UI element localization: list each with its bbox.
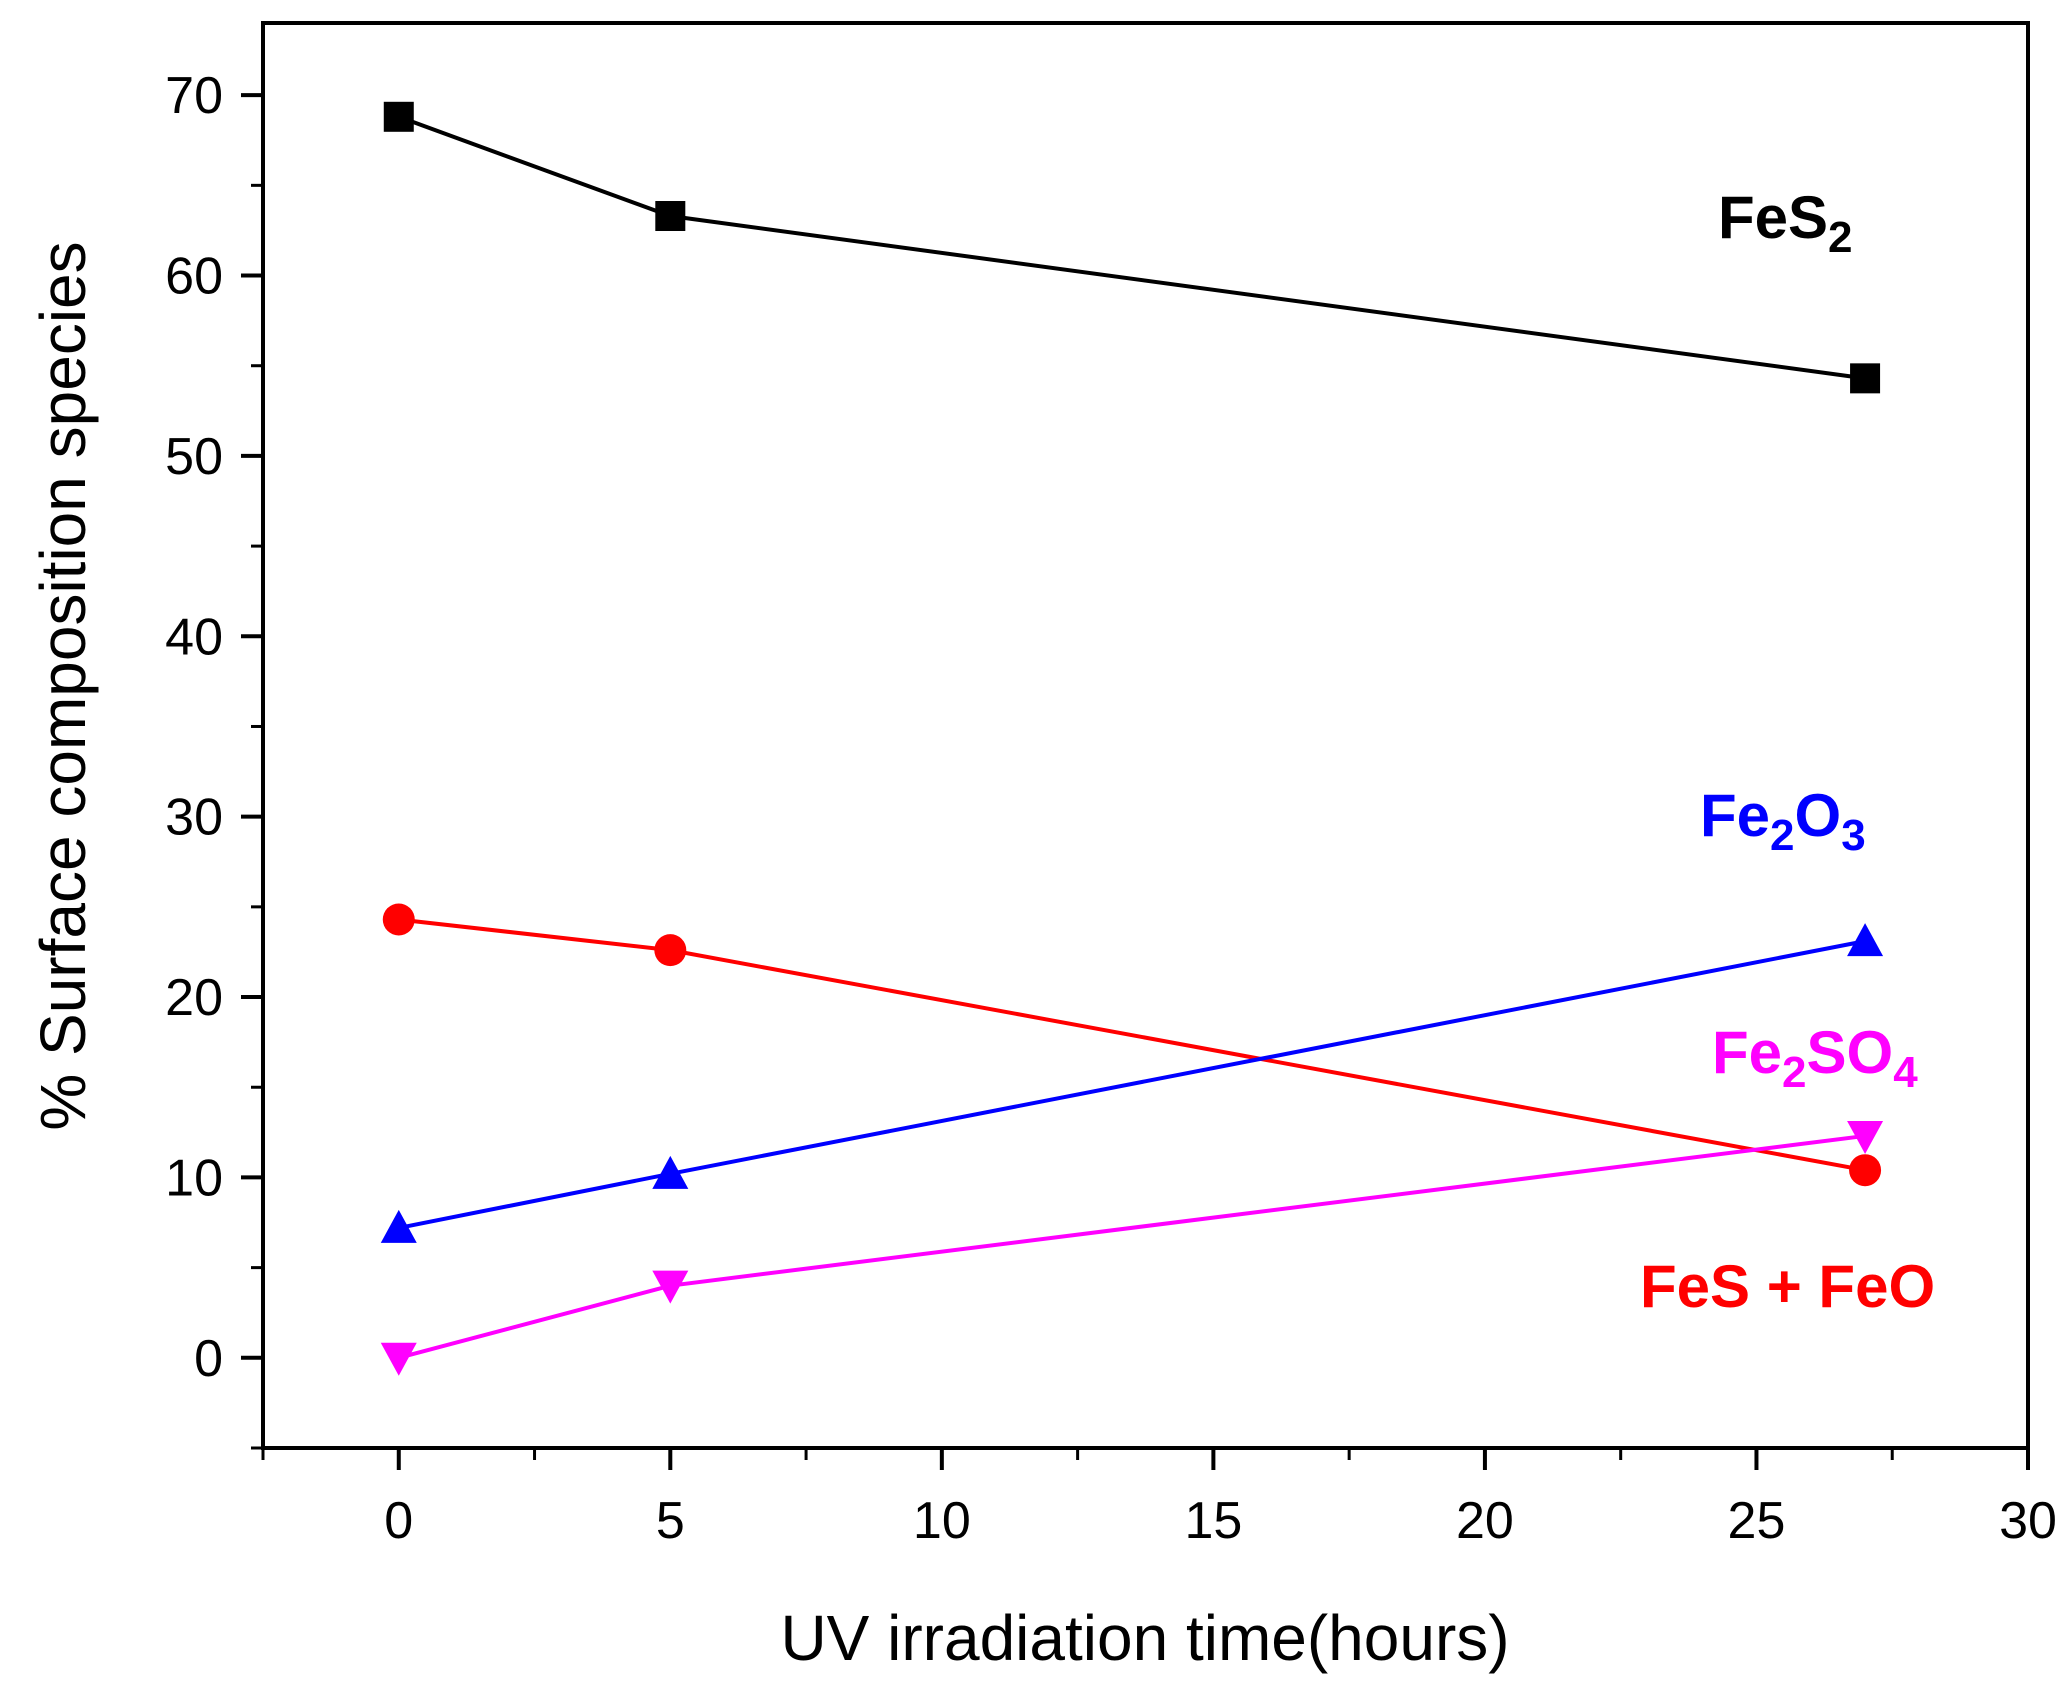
data-point [652, 1270, 689, 1304]
y-tick-label: 40 [165, 608, 223, 666]
series-label-fe2o3: Fe2O3 [1700, 782, 1866, 860]
series-label-part: 2 [1782, 1048, 1806, 1097]
series-line [398, 917, 1866, 1173]
x-tick-label: 5 [656, 1492, 685, 1550]
x-axis-title: UV irradiation time(hours) [780, 1602, 1509, 1674]
x-tick-label: 30 [1999, 1492, 2057, 1550]
series-label-part: 3 [1841, 811, 1865, 860]
series-label-part: Fe [1712, 1019, 1782, 1086]
data-point [1847, 1120, 1884, 1154]
data-point [654, 934, 687, 967]
series-label-part: O [1795, 782, 1842, 849]
data-point [652, 1155, 689, 1189]
series-label-fes-feo: FeS + FeO [1640, 1253, 1935, 1320]
series-label-fes2: FeS2 [1718, 184, 1853, 262]
y-axis-title: % Surface composition species [27, 241, 99, 1130]
y-axis-ticks: 0 10 20 30 40 50 60 70 [165, 67, 263, 1450]
data-point [380, 1342, 417, 1376]
series-label-fe2so4: Fe2SO4 [1712, 1019, 1918, 1097]
series-label-part: FeS [1718, 184, 1828, 251]
series-markers [380, 101, 1884, 1376]
series-line [398, 939, 1866, 1230]
data-point [1850, 363, 1881, 394]
y-tick-label: 50 [165, 428, 223, 486]
data-point [380, 1209, 417, 1243]
series-line [398, 1133, 1866, 1360]
x-axis-ticks: 0 5 10 15 20 25 30 [261, 1448, 2057, 1550]
series-label-part: FeS + FeO [1640, 1253, 1935, 1320]
data-point [1849, 1154, 1882, 1187]
series-label-part: SO [1807, 1019, 1894, 1086]
y-tick-label: 10 [165, 1149, 223, 1207]
series-label-part: 2 [1828, 213, 1852, 262]
series-lines [398, 114, 1866, 1360]
series-line [398, 114, 1866, 381]
series-label-part: 2 [1770, 811, 1794, 860]
y-tick-label: 60 [165, 248, 223, 306]
plot-frame [261, 21, 2030, 1450]
series-label-part: Fe [1700, 782, 1770, 849]
x-tick-label: 15 [1184, 1492, 1242, 1550]
x-tick-label: 10 [913, 1492, 971, 1550]
series-label-part: 4 [1893, 1048, 1918, 1097]
x-tick-label: 20 [1456, 1492, 1514, 1550]
data-point [382, 903, 415, 936]
data-point [1847, 923, 1884, 957]
data-point [655, 201, 686, 232]
y-tick-label: 20 [165, 969, 223, 1027]
y-tick-label: 30 [165, 789, 223, 847]
y-tick-label: 70 [165, 67, 223, 125]
y-tick-label: 0 [194, 1330, 223, 1388]
x-tick-label: 25 [1728, 1492, 1786, 1550]
x-tick-label: 0 [384, 1492, 413, 1550]
data-point [383, 101, 414, 132]
